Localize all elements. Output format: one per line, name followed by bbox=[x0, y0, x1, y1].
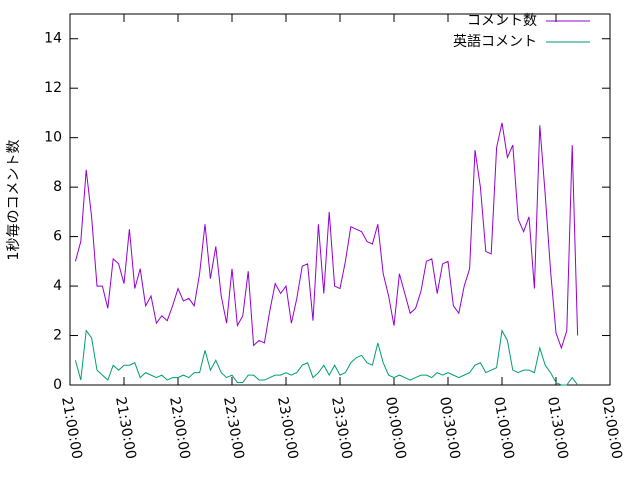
y-tick-label: 0 bbox=[53, 377, 62, 393]
x-tick-label: 22:00:00 bbox=[166, 396, 193, 461]
y-tick-label: 8 bbox=[53, 179, 62, 195]
x-tick-label: 01:00:00 bbox=[490, 396, 517, 461]
x-tick-label: 02:00:00 bbox=[598, 396, 625, 461]
y-tick-label: 4 bbox=[53, 278, 62, 294]
x-tick-label: 21:30:00 bbox=[112, 396, 139, 461]
legend-label: コメント数 bbox=[467, 13, 537, 29]
data-line bbox=[74, 329, 579, 386]
x-tick-label: 21:00:00 bbox=[58, 396, 85, 461]
x-tick-label: 00:00:00 bbox=[382, 396, 409, 461]
y-tick-label: 14 bbox=[44, 31, 62, 47]
y-tick-label: 12 bbox=[44, 80, 62, 96]
y-tick-label: 2 bbox=[53, 328, 62, 344]
data-line bbox=[74, 122, 579, 350]
x-tick-label: 00:30:00 bbox=[436, 396, 463, 461]
y-tick-label: 10 bbox=[44, 130, 62, 146]
y-axis-label: 1秒毎のコメント数 bbox=[6, 140, 22, 261]
x-tick-label: 01:30:00 bbox=[544, 396, 571, 461]
x-tick-label: 23:30:00 bbox=[328, 396, 355, 461]
legend-label: 英語コメント bbox=[453, 33, 537, 50]
x-tick-label: 23:00:00 bbox=[274, 396, 301, 461]
x-tick-label: 22:30:00 bbox=[220, 396, 247, 461]
y-tick-label: 6 bbox=[53, 229, 62, 245]
plot-frame bbox=[69, 13, 611, 386]
